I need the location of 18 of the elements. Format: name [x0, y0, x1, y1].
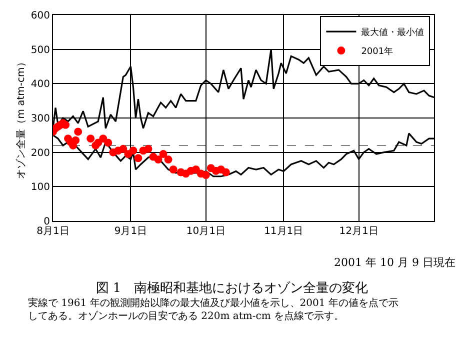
legend-label: 2001年 — [361, 46, 394, 58]
x-tick-label: 9月1日 — [114, 226, 148, 237]
y-axis-title: オゾン全量（m atm-cm） — [14, 57, 27, 179]
x-tick-label: 8月1日 — [36, 226, 70, 237]
y-tick-label: 300 — [30, 114, 50, 124]
y-tick-label: 500 — [30, 44, 50, 56]
x-tick-label: 12月1日 — [339, 226, 378, 237]
legend-label: 最大値・最小値 — [361, 27, 424, 38]
text: 実線で 1961 年の観測開始以降の最大値及び最小値を示し、2001 年の値を点で示してある。オゾンホールの目安である 220m atm-cm を点線で示す。 — [28, 297, 398, 322]
y-tick-label: 400 — [30, 79, 50, 90]
y-tick-label: 200 — [30, 148, 50, 159]
y-tick-label: 0 — [44, 216, 50, 228]
y-tick-label: 100 — [30, 182, 50, 194]
x-tick-label: 10月1日 — [186, 226, 226, 237]
text: 2001 年 10 月 9 日現在 — [334, 256, 456, 269]
x-tick-label: 11月1日 — [264, 226, 304, 237]
text: 図 1 南極昭和基地におけるオゾン全量の変化 — [96, 280, 368, 296]
y-tick-label: 600 — [30, 10, 50, 22]
